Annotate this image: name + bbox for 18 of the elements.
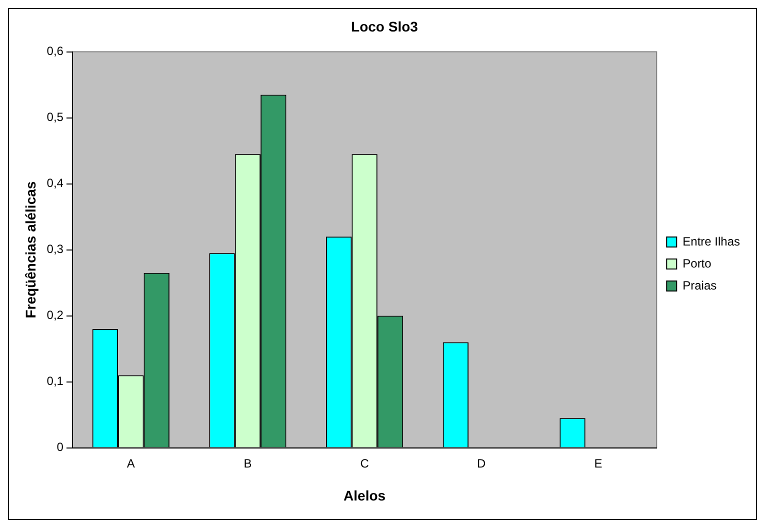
y-tick-label: 0,4 [46, 176, 64, 190]
legend-label: Entre Ilhas [682, 234, 740, 248]
x-tick-label: E [594, 456, 602, 470]
y-tick-label: 0,2 [46, 308, 64, 322]
y-tick-label: 0,1 [46, 374, 64, 388]
y-axis-title: Freqüências alélicas [22, 181, 38, 318]
x-axis-title: Alelos [344, 487, 386, 504]
y-tick-label: 0 [56, 440, 64, 454]
y-tick-label: 0,3 [46, 242, 64, 256]
chart-title: Loco Slo3 [351, 18, 418, 34]
x-tick-label: B [244, 456, 252, 470]
legend-label: Porto [682, 256, 712, 270]
legend-label: Praias [682, 278, 717, 292]
y-tick-label: 0,5 [46, 110, 64, 124]
y-tick-label: 0,6 [46, 44, 64, 58]
x-tick-label: C [360, 456, 370, 470]
x-tick-label: D [477, 456, 486, 470]
x-tick-label: A [126, 456, 135, 470]
